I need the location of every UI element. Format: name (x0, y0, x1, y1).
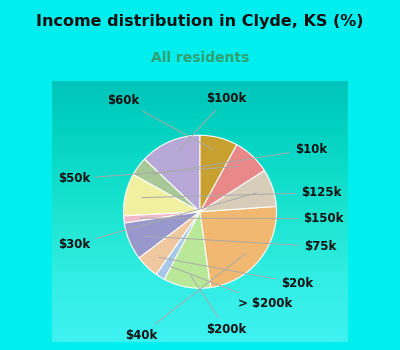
Text: $10k: $10k (152, 143, 327, 174)
Wedge shape (200, 135, 237, 212)
Text: $50k: $50k (58, 166, 240, 185)
Text: > $200k: > $200k (170, 266, 292, 309)
Text: $75k: $75k (145, 236, 336, 253)
Wedge shape (124, 175, 200, 216)
Wedge shape (200, 145, 264, 212)
Wedge shape (124, 212, 200, 223)
Text: $125k: $125k (142, 186, 342, 199)
Text: $60k: $60k (107, 94, 213, 150)
Text: $100k: $100k (177, 92, 246, 152)
Wedge shape (164, 212, 211, 288)
Wedge shape (144, 135, 200, 212)
Wedge shape (133, 159, 200, 212)
Text: Income distribution in Clyde, KS (%): Income distribution in Clyde, KS (%) (36, 14, 364, 29)
Text: $200k: $200k (191, 276, 246, 336)
Text: $40k: $40k (125, 253, 246, 342)
Text: $30k: $30k (58, 193, 257, 251)
Wedge shape (139, 212, 200, 274)
Text: $150k: $150k (140, 212, 344, 225)
Text: $20k: $20k (159, 257, 314, 289)
Wedge shape (124, 212, 200, 258)
Text: All residents: All residents (151, 51, 249, 65)
Wedge shape (200, 170, 276, 212)
Wedge shape (200, 206, 276, 287)
Wedge shape (156, 212, 200, 279)
